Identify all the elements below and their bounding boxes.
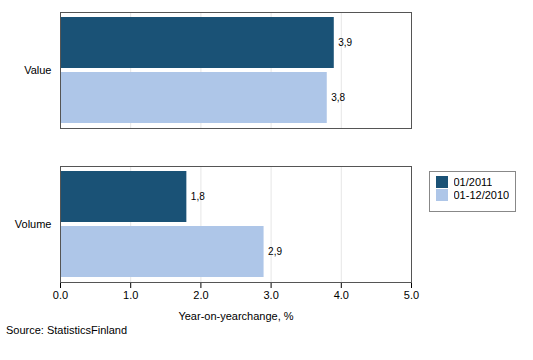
svg-text:4.0: 4.0 [334,289,349,301]
svg-text:1.0: 1.0 [123,289,138,301]
svg-text:3,9: 3,9 [338,37,352,48]
svg-text:Volume: Volume [15,218,52,230]
svg-text:Year-on-yearchange, %: Year-on-yearchange, % [178,310,293,322]
svg-text:2.0: 2.0 [193,289,208,301]
svg-text:5.0: 5.0 [404,289,419,301]
html-text:01-12/2010: 01-12/2010 [453,188,510,201]
svg-text:3,8: 3,8 [331,92,345,103]
svg-text:0.0: 0.0 [53,289,68,301]
svg-text:3.0: 3.0 [263,289,278,301]
html-text:01/2011: 01/2011 [453,175,493,188]
svg-text:Value: Value [24,64,51,76]
svg-text:1,8: 1,8 [191,191,205,202]
svg-text:2,9: 2,9 [268,246,282,257]
html-text:Source: StatisticsFinland: Source: StatisticsFinland [6,324,128,336]
